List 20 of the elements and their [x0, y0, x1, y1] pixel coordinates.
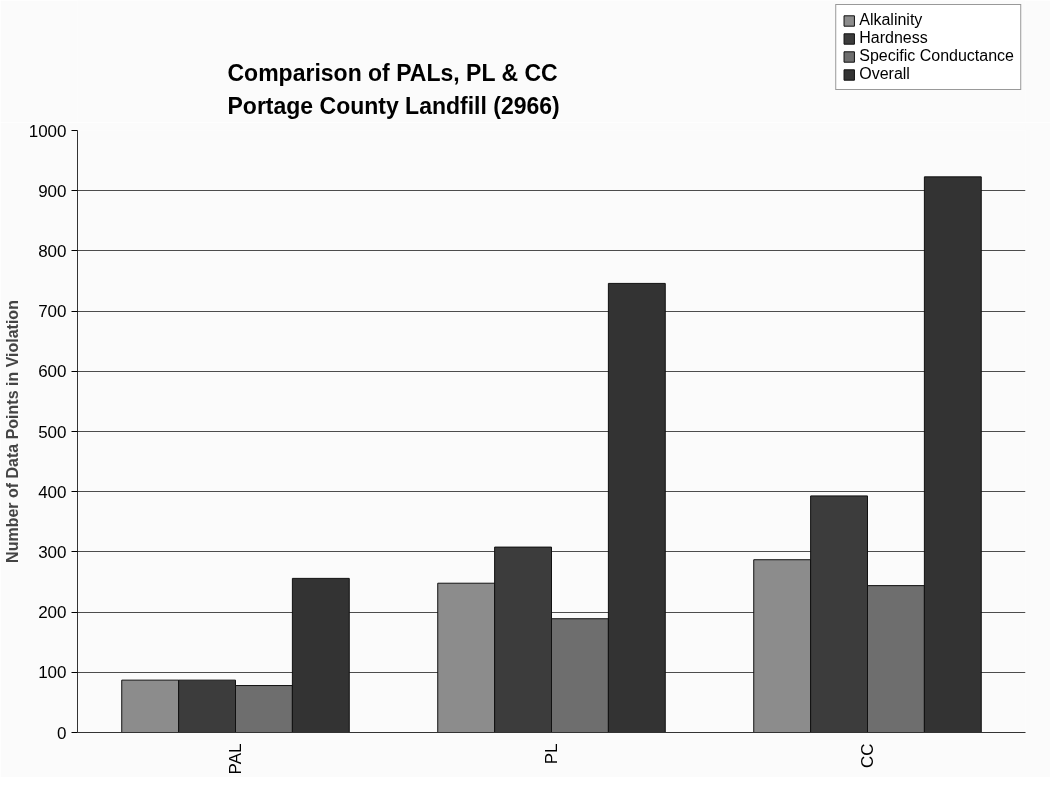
y-tick-label: 1000 [28, 121, 67, 141]
y-axis-title: Number of Data Points in Violation [3, 300, 21, 563]
chart-title: Comparison of PALs, PL & CC Portage County Landfill (2966) [227, 60, 560, 119]
y-tick-label: 700 [38, 302, 67, 322]
legend-label: Hardness [859, 29, 928, 47]
y-tick-label: 800 [38, 241, 67, 261]
y-tick-label: 300 [38, 542, 67, 562]
y-tick-label: 600 [38, 362, 67, 382]
legend-label: Overall [859, 65, 910, 83]
y-tick-label: 400 [38, 482, 67, 502]
x-tick-label: CC [858, 743, 877, 769]
y-tick-label: 100 [38, 663, 67, 683]
legend-label: Specific Conductance [859, 47, 1014, 65]
y-tick-label: 200 [38, 603, 67, 623]
y-tick-label: 0 [57, 723, 67, 743]
y-tick-label: 900 [38, 181, 67, 201]
x-tick-label: PAL [226, 743, 245, 775]
y-tick-label: 500 [38, 422, 67, 442]
legend-label: Alkalinity [859, 11, 923, 29]
x-tick-label: PL [542, 743, 561, 765]
